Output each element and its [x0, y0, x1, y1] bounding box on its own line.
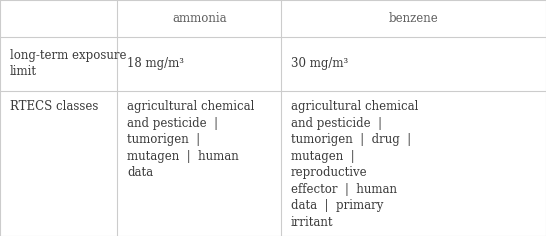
Text: 30 mg/m³: 30 mg/m³ — [291, 57, 348, 70]
Text: long-term exposure
limit: long-term exposure limit — [10, 49, 126, 78]
Text: ammonia: ammonia — [172, 12, 227, 25]
Text: agricultural chemical
and pesticide  |
tumorigen  |  drug  |
mutagen  |
reproduc: agricultural chemical and pesticide | tu… — [291, 100, 418, 229]
Text: RTECS classes: RTECS classes — [10, 100, 98, 113]
Text: 18 mg/m³: 18 mg/m³ — [127, 57, 184, 70]
Text: agricultural chemical
and pesticide  |
tumorigen  |
mutagen  |  human
data: agricultural chemical and pesticide | tu… — [127, 100, 254, 179]
Text: benzene: benzene — [389, 12, 438, 25]
